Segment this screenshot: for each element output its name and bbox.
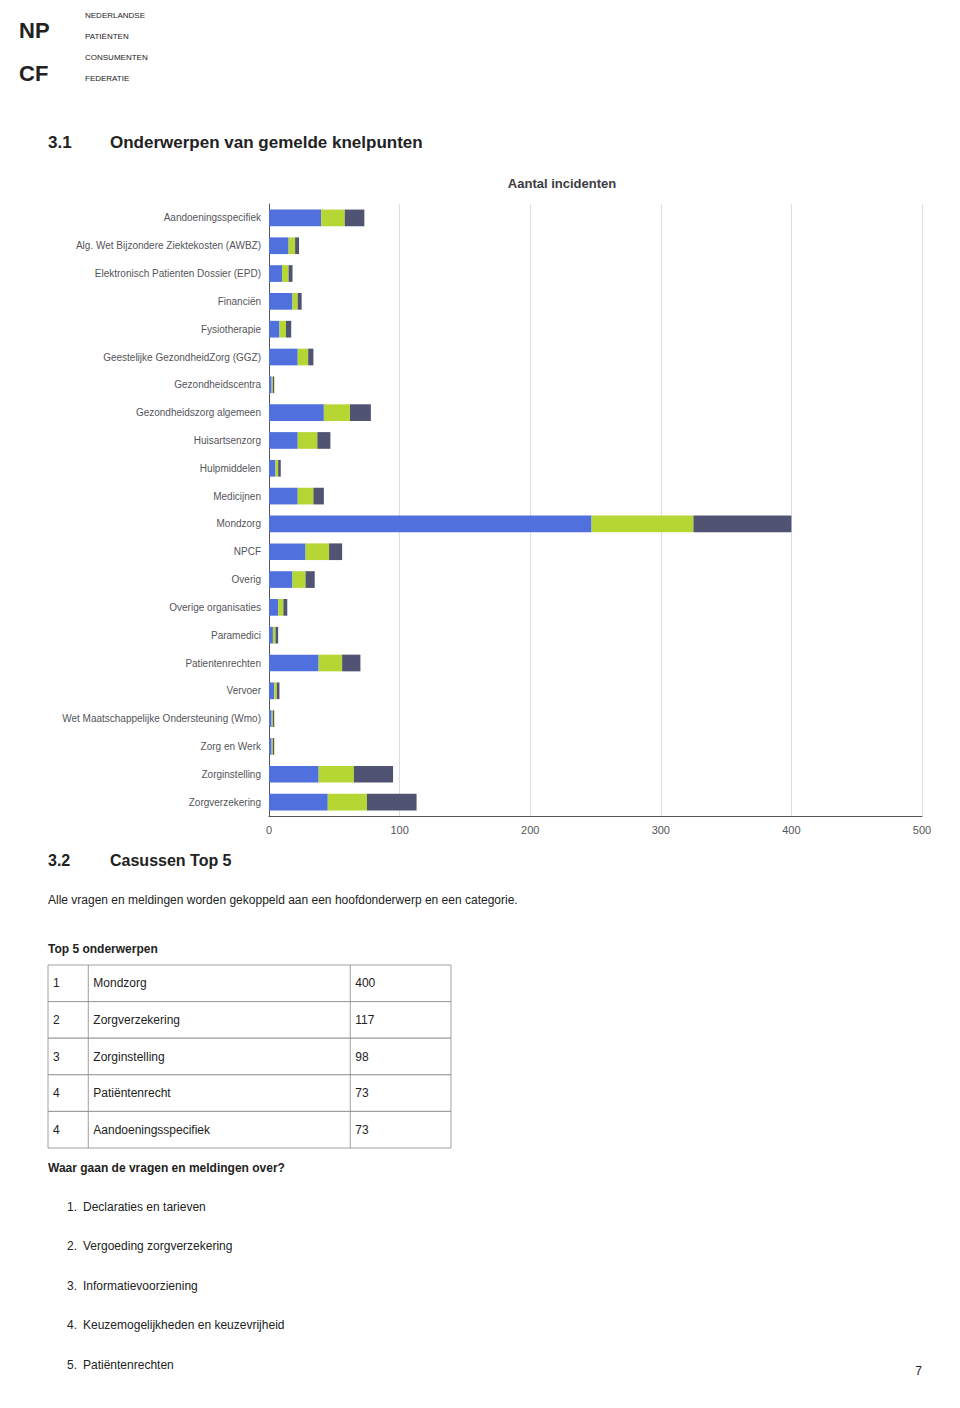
svg-text:400: 400 xyxy=(355,976,375,990)
svg-text:500: 500 xyxy=(913,824,931,836)
svg-text:Mondzorg: Mondzorg xyxy=(93,976,146,990)
svg-text:NPCF: NPCF xyxy=(234,546,261,557)
svg-text:Hulpmiddelen: Hulpmiddelen xyxy=(200,463,261,474)
svg-text:Zorginstelling: Zorginstelling xyxy=(93,1050,164,1064)
svg-text:Geestelijke GezondheidZorg (GG: Geestelijke GezondheidZorg (GGZ) xyxy=(103,352,261,363)
svg-text:73: 73 xyxy=(355,1123,369,1137)
svg-text:3. Informatievoorziening: 3. Informatievoorziening xyxy=(67,1279,198,1293)
svg-text:100: 100 xyxy=(390,824,408,836)
svg-text:2. Vergoeding zorgverzekering: 2. Vergoeding zorgverzekering xyxy=(67,1239,232,1253)
svg-text:Gezondheidszorg algemeen: Gezondheidszorg algemeen xyxy=(136,407,261,418)
svg-text:117: 117 xyxy=(355,1013,374,1027)
svg-text:2: 2 xyxy=(53,1013,60,1027)
svg-text:Alle vragen en meldingen worde: Alle vragen en meldingen worden gekoppel… xyxy=(48,893,518,907)
svg-text:Patientenrechten: Patientenrechten xyxy=(185,658,261,669)
svg-text:300: 300 xyxy=(652,824,670,836)
svg-text:5. Patiëntenrechten: 5. Patiëntenrechten xyxy=(67,1358,174,1372)
svg-text:Overige organisaties: Overige organisaties xyxy=(169,602,261,613)
svg-text:Waar gaan de vragen en melding: Waar gaan de vragen en meldingen over? xyxy=(48,1161,285,1175)
svg-text:CONSUMENTEN: CONSUMENTEN xyxy=(85,53,148,62)
svg-text:Patiëntenrecht: Patiëntenrecht xyxy=(93,1086,171,1100)
svg-text:98: 98 xyxy=(355,1050,369,1064)
svg-text:Alg. Wet Bijzondere Ziektekost: Alg. Wet Bijzondere Ziektekosten (AWBZ) xyxy=(76,240,261,251)
svg-text:Paramedici: Paramedici xyxy=(211,630,261,641)
svg-text:Aandoeningsspecifiek: Aandoeningsspecifiek xyxy=(164,212,262,223)
svg-text:Elektronisch Patienten Dossier: Elektronisch Patienten Dossier (EPD) xyxy=(95,268,261,279)
svg-text:4: 4 xyxy=(53,1086,60,1100)
svg-text:3: 3 xyxy=(53,1050,60,1064)
svg-text:73: 73 xyxy=(355,1086,369,1100)
svg-text:Huisartsenzorg: Huisartsenzorg xyxy=(194,435,261,446)
svg-text:Vervoer: Vervoer xyxy=(227,685,262,696)
svg-text:Gezondheidscentra: Gezondheidscentra xyxy=(174,379,261,390)
svg-text:Top 5 onderwerpen: Top 5 onderwerpen xyxy=(48,942,158,956)
svg-text:7: 7 xyxy=(915,1364,922,1378)
svg-text:400: 400 xyxy=(782,824,800,836)
svg-text:4: 4 xyxy=(53,1123,60,1137)
svg-text:Wet Maatschappelijke Ondersteu: Wet Maatschappelijke Ondersteuning (Wmo) xyxy=(62,713,261,724)
svg-text:Overig: Overig xyxy=(232,574,261,585)
svg-text:Medicijnen: Medicijnen xyxy=(213,491,261,502)
svg-text:0: 0 xyxy=(266,824,272,836)
svg-text:CF: CF xyxy=(19,61,48,86)
svg-text:4. Keuzemogelijkheden en keuze: 4. Keuzemogelijkheden en keuzevrijheid xyxy=(67,1318,284,1332)
svg-text:Zorg en Werk: Zorg en Werk xyxy=(201,741,262,752)
svg-text:Fysiotherapie: Fysiotherapie xyxy=(201,324,261,335)
svg-text:Zorgverzekering: Zorgverzekering xyxy=(189,797,261,808)
svg-text:Zorginstelling: Zorginstelling xyxy=(202,769,261,780)
svg-text:1: 1 xyxy=(53,976,60,990)
svg-text:NP: NP xyxy=(19,18,50,43)
svg-text:3.2: 3.2 xyxy=(48,852,70,869)
svg-text:1. Declaraties en tarieven: 1. Declaraties en tarieven xyxy=(67,1200,206,1214)
svg-text:Financiën: Financiën xyxy=(218,296,261,307)
svg-text:3.1: 3.1 xyxy=(48,133,72,152)
svg-text:Aandoeningsspecifiek: Aandoeningsspecifiek xyxy=(93,1123,211,1137)
svg-text:Mondzorg: Mondzorg xyxy=(217,518,261,529)
svg-text:Aantal incidenten: Aantal incidenten xyxy=(508,176,616,191)
svg-text:200: 200 xyxy=(521,824,539,836)
svg-text:Onderwerpen van gemelde knelpu: Onderwerpen van gemelde knelpunten xyxy=(110,133,423,152)
svg-text:PATIËNTEN: PATIËNTEN xyxy=(85,32,129,41)
svg-text:Casussen Top 5: Casussen Top 5 xyxy=(110,852,232,869)
svg-text:FEDERATIE: FEDERATIE xyxy=(85,74,129,83)
svg-text:Zorgverzekering: Zorgverzekering xyxy=(93,1013,180,1027)
svg-text:NEDERLANDSE: NEDERLANDSE xyxy=(85,11,145,20)
